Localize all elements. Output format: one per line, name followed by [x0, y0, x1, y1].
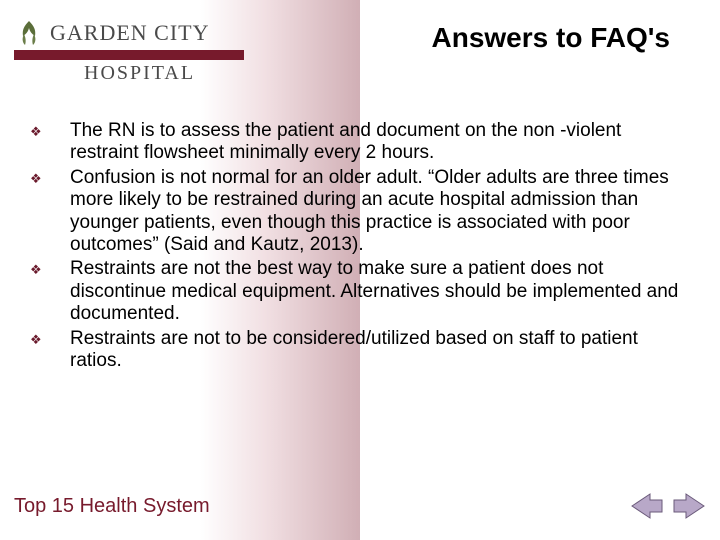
bullet-icon: ❖: [30, 258, 70, 278]
prev-arrow-icon[interactable]: [630, 492, 664, 520]
bullet-icon: ❖: [30, 167, 70, 187]
logo-line2: HOSPITAL: [84, 62, 195, 85]
list-item: ❖ Confusion is not normal for an older a…: [30, 167, 680, 257]
list-item: ❖ Restraints are not to be considered/ut…: [30, 328, 680, 373]
nav-arrows: [630, 492, 706, 520]
leaf-icon: [14, 18, 44, 48]
hospital-logo: GARDEN CITY HOSPITAL: [14, 18, 244, 85]
next-arrow-icon[interactable]: [672, 492, 706, 520]
content-area: ❖ The RN is to assess the patient and do…: [0, 95, 720, 372]
bullet-icon: ❖: [30, 328, 70, 348]
logo-top-row: GARDEN CITY: [14, 18, 210, 48]
slide-title: Answers to FAQ's: [244, 18, 690, 54]
footer: Top 15 Health System: [14, 492, 706, 520]
header: GARDEN CITY HOSPITAL Answers to FAQ's: [0, 0, 720, 95]
logo-bar: [14, 50, 244, 60]
bullet-text: Restraints are not the best way to make …: [70, 258, 680, 325]
bullet-icon: ❖: [30, 120, 70, 140]
footer-text: Top 15 Health System: [14, 495, 210, 518]
list-item: ❖ Restraints are not the best way to mak…: [30, 258, 680, 325]
logo-line1: GARDEN CITY: [50, 20, 210, 46]
bullet-text: Restraints are not to be considered/util…: [70, 328, 680, 373]
list-item: ❖ The RN is to assess the patient and do…: [30, 120, 680, 165]
bullet-text: Confusion is not normal for an older adu…: [70, 167, 680, 257]
bullet-text: The RN is to assess the patient and docu…: [70, 120, 680, 165]
